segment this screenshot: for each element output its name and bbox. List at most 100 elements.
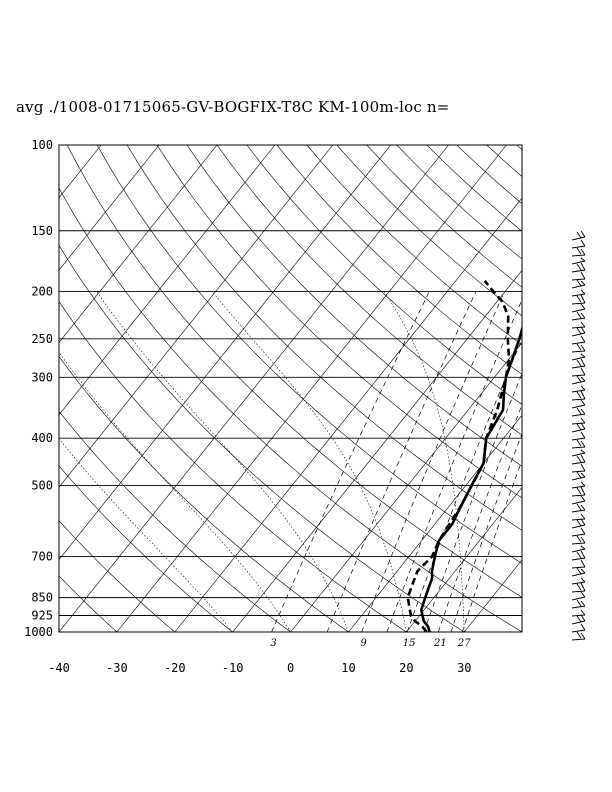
wind-barb-flag [580,408,586,415]
dry-adiabat [306,145,522,346]
isotherm [521,631,522,632]
pressure-tick-label: 100 [31,138,53,152]
wind-barb-flag [580,422,586,430]
wind-barb [571,375,586,385]
wind-barb-flag [580,390,586,400]
wind-barb-flag [580,481,586,487]
wind-barb-flag [580,367,586,376]
wind-barb-flag [580,312,586,319]
wind-barb-staff [571,605,586,609]
wind-barb-flag [576,551,582,559]
wind-barb-flag [576,327,582,335]
temperature-tick-label: 10 [341,661,355,675]
isotherm [59,145,160,271]
wind-barb [571,353,586,361]
wind-barb-flag [580,385,586,391]
wind-barb-staff [571,476,586,481]
wind-barb-flag [580,614,586,622]
wind-barb-flag [580,321,586,328]
moist-adiabat [96,291,349,632]
mixing-ratio-line [450,432,522,632]
wind-barb-staff [571,422,586,425]
wind-barb-staff [571,284,586,289]
wind-barb [571,631,586,641]
wind-barb-staff [571,572,586,577]
wind-barb [571,609,586,617]
isotherm [580,145,612,632]
wind-barb-flag [576,455,582,463]
wind-barb-flag [580,271,586,280]
wind-barb [571,303,586,313]
isotherm [290,342,522,632]
wind-barb-staff [571,470,586,473]
isotherm [348,414,522,632]
wind-barb-staff [571,260,586,265]
wind-barb [571,422,586,433]
wind-barb-flag [580,550,586,559]
wind-barb-flag [576,423,582,431]
dry-adiabat [276,145,522,375]
wind-barb-staff [571,398,586,401]
wind-barb [571,559,586,569]
wind-barb [571,399,586,409]
wind-barb-staff [571,542,586,545]
wind-barb-staff [571,254,586,257]
wind-barb [571,247,586,257]
wind-barb [571,311,586,321]
wind-barb-flag [576,439,582,447]
wind-barb-staff [571,278,586,281]
dry-adiabat [216,145,522,436]
pressure-tick-label: 300 [31,370,53,384]
mixing-ratio-line [271,291,430,632]
wind-barb [571,279,586,289]
wind-barb [571,599,586,609]
wind-barb [571,513,586,521]
wind-barb [571,239,586,249]
wind-barb-staff [571,326,586,329]
mixing-ratio-label: 3 [270,638,276,649]
wind-barb [571,271,586,281]
pressure-tick-label: 850 [31,591,53,605]
temperature-tick-label: 0 [287,661,294,675]
wind-barb-flag [580,230,586,238]
mixing-ratio-line [461,459,522,632]
wind-barb-flag [580,472,586,478]
isotherm [59,145,218,343]
mixing-ratio-line [423,372,522,632]
wind-barb-staff [571,620,586,625]
wind-barb-staff [571,500,586,505]
wind-barb-flag [580,495,586,502]
sounding-profiles [406,279,522,632]
temperature-tick-label: 30 [457,661,471,675]
wind-barb [571,503,586,513]
wind-barb-staff [571,509,586,513]
wind-barb-staff [571,374,586,377]
plot-frame [58,144,523,633]
wind-barb [571,289,586,297]
wind-barb-flag [580,463,586,472]
wind-barb-flag [576,487,582,495]
wind-barb-flag [580,303,586,310]
wind-barb-flag [580,600,586,607]
wind-barb-staff [571,461,586,465]
wind-barb-flag [576,391,582,399]
wind-barb [571,262,586,273]
wind-barb [571,367,586,377]
wind-barb [571,550,586,561]
wind-barb-flag [576,279,582,287]
dry-adiabat [96,145,522,564]
wind-barb-flag [580,431,586,439]
wind-barb-staff [571,308,586,313]
wind-barb-staff [571,596,586,601]
dry-adiabat [516,145,522,151]
wind-barb-flag [580,582,586,592]
wind-barb-flag [576,567,582,575]
wind-barb [571,431,586,441]
wind-barb [571,518,586,529]
wind-barb-flag [580,399,586,406]
wind-barb-flag [580,358,586,367]
wind-barb [571,326,586,337]
wind-barb-flag [580,294,586,304]
wind-barb-staff [571,356,586,361]
wind-barb-staff [571,518,586,521]
